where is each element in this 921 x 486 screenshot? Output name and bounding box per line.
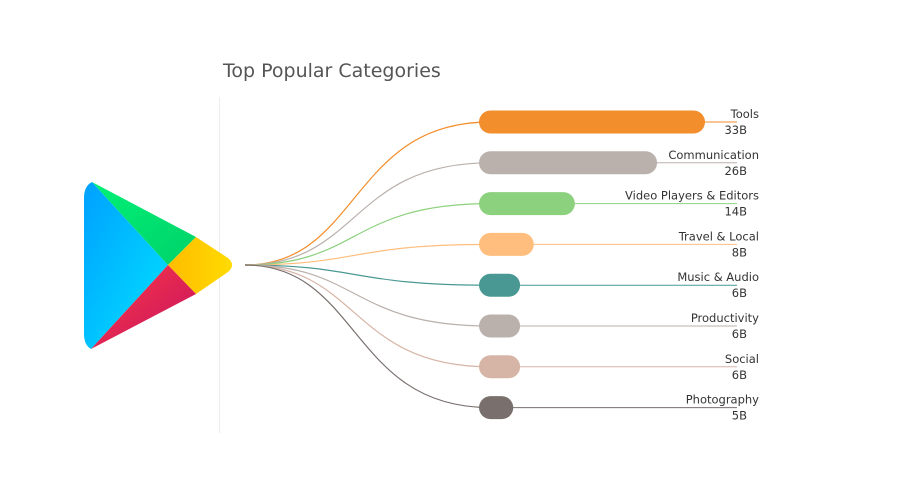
value-label: 14B <box>724 205 747 219</box>
logo-red-shard <box>91 265 196 349</box>
bar <box>479 273 521 297</box>
value-label: 6B <box>732 286 747 300</box>
bar <box>479 232 534 256</box>
flow-curve <box>244 264 491 327</box>
bar <box>479 110 705 134</box>
bar <box>479 355 521 379</box>
bar <box>479 151 658 175</box>
category-label: Video Players & Editors <box>625 189 759 203</box>
category-label: Communication <box>668 148 759 162</box>
bar <box>479 396 514 420</box>
logo-yellow-shard <box>168 237 232 294</box>
value-label: 5B <box>732 409 747 423</box>
value-label: 6B <box>732 327 747 341</box>
category-label: Travel & Local <box>678 229 759 243</box>
flow-curve <box>244 243 491 266</box>
logo-green-shard <box>92 182 196 265</box>
logo-blue-shard <box>84 182 168 349</box>
value-label: 8B <box>732 245 747 259</box>
flow-curve <box>244 264 491 286</box>
chart-title: Top Popular Categories <box>223 60 441 82</box>
category-label: Photography <box>686 393 759 407</box>
category-label: Productivity <box>691 311 759 325</box>
bar <box>479 314 521 338</box>
flow-curve <box>244 121 491 266</box>
value-label: 33B <box>724 123 747 137</box>
value-label: 26B <box>724 164 747 178</box>
flow-curve <box>244 162 491 266</box>
flow-curve <box>244 264 491 409</box>
flow-curve <box>244 203 491 266</box>
category-label: Social <box>725 352 759 366</box>
flow-curve <box>244 264 491 368</box>
category-label: Tools <box>730 107 759 121</box>
value-label: 6B <box>732 368 747 382</box>
bar <box>479 192 575 216</box>
category-label: Music & Audio <box>677 270 759 284</box>
